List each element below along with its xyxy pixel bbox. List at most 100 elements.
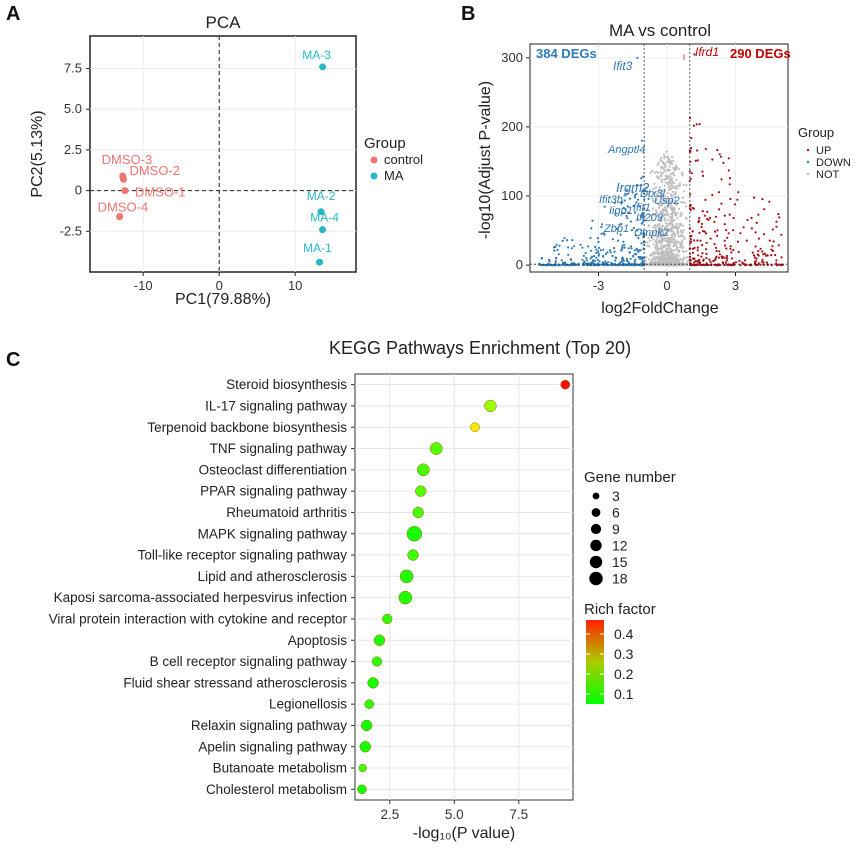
volcano-up-point — [689, 208, 692, 212]
volcano-up-point — [716, 149, 719, 152]
volcano-down-point — [624, 263, 627, 266]
volcano-up-point — [732, 229, 735, 232]
volcano-down-point — [553, 249, 556, 252]
volcano-not-point — [678, 182, 682, 185]
pca-label-dmso-2: DMSO-2 — [129, 163, 180, 178]
pathway-label-apoptosis: Apoptosis — [288, 633, 348, 648]
volcano-up-point — [705, 241, 708, 244]
volcano-not-point — [669, 173, 672, 176]
volcano-not-point — [676, 240, 679, 243]
kegg-x-tick-label: 7.5 — [509, 807, 528, 822]
size-legend-label-18: 18 — [612, 571, 628, 587]
gene-label-iigp1: Iigp1 — [609, 205, 633, 217]
volcano-not-point — [669, 257, 672, 260]
volcano-up-point — [739, 232, 742, 235]
volcano-down-point — [623, 199, 626, 202]
volcano-not-point — [670, 178, 673, 181]
volcano-not-point — [673, 196, 676, 199]
pca-x-tick-label: 0 — [216, 278, 223, 293]
volcano-up-point — [729, 247, 732, 250]
volcano-up-point — [728, 177, 732, 180]
volcano-down-point — [547, 258, 551, 261]
volcano-not-point — [676, 216, 679, 220]
volcano-down-point — [563, 261, 567, 264]
volcano-not-point — [651, 261, 654, 264]
volcano-down-point — [629, 257, 632, 260]
size-legend-label-12: 12 — [612, 538, 628, 554]
pathway-dot-tnf-signaling-pathway — [429, 442, 443, 455]
volcano-not-point — [651, 169, 654, 173]
volcano-not-point — [666, 160, 669, 163]
volcano-down-point — [640, 177, 643, 180]
kegg-x-tick-label: 2.5 — [380, 807, 399, 822]
volcano-not-point — [666, 204, 670, 207]
volcano-down-point — [612, 246, 616, 250]
volcano-down-point — [591, 219, 594, 222]
panel-letter-a: A — [6, 3, 20, 25]
volcano-not-point — [672, 252, 675, 255]
volcano-up-point — [775, 220, 778, 223]
volcano-not-point — [676, 187, 679, 190]
volcano-gene-point-ifit3b — [633, 196, 637, 199]
volcano-not-point — [668, 180, 672, 183]
volcano-y-tick-label: 300 — [501, 50, 523, 65]
pathway-dot-relaxin-signaling-pathway — [360, 719, 373, 732]
volcano-up-point — [698, 123, 701, 126]
volcano-not-point — [653, 252, 656, 255]
volcano-not-point — [647, 264, 650, 267]
volcano-not-point — [659, 211, 662, 214]
volcano-down-point — [635, 201, 638, 204]
volcano-up-point — [695, 123, 698, 126]
volcano-not-point — [662, 258, 665, 261]
volcano-not-point — [670, 183, 674, 186]
pca-point-dmso-4 — [116, 213, 124, 221]
volcano-not-point — [664, 200, 667, 203]
volcano-down-point — [636, 198, 640, 201]
volcano-not-point — [656, 193, 659, 196]
volcano-down-point — [614, 212, 617, 215]
volcano-not-point — [652, 188, 655, 191]
volcano-not-point — [663, 217, 666, 220]
color-legend-title: Rich factor — [584, 601, 656, 618]
legend-down-swatch — [806, 160, 810, 164]
volcano-not-point — [672, 230, 675, 233]
pathway-label-tnf-signaling-pathway: TNF signaling pathway — [210, 441, 348, 456]
legend-ma-label: MA — [384, 168, 404, 183]
volcano-not-point — [673, 238, 676, 242]
volcano-up-point — [770, 254, 773, 257]
volcano-up-point — [768, 239, 771, 242]
legend-up-label: UP — [816, 145, 831, 157]
volcano-down-point — [571, 239, 574, 242]
volcano-down-point — [556, 248, 559, 252]
volcano-up-point — [743, 263, 746, 266]
volcano-not-point — [659, 170, 662, 173]
volcano-not-point — [655, 186, 658, 189]
volcano-not-point — [647, 237, 650, 240]
volcano-down-point — [625, 214, 628, 218]
volcano-not-point — [669, 187, 672, 190]
volcano-not-point — [657, 255, 660, 258]
volcano-not-point — [670, 222, 673, 225]
volcano-up-point — [691, 257, 695, 260]
colorbar-label-0.3: 0.3 — [614, 646, 634, 662]
volcano-not-point — [685, 184, 688, 187]
volcano-legend: Group UP DOWN NOT — [798, 125, 851, 181]
volcano-down-point — [614, 259, 617, 262]
volcano-not-point — [663, 178, 666, 181]
volcano-down-point — [581, 246, 584, 249]
volcano-down-point — [584, 252, 587, 255]
volcano-not-point — [644, 259, 647, 262]
volcano-down-point — [632, 254, 635, 257]
volcano-not-point — [661, 193, 665, 196]
volcano-down-point — [633, 249, 636, 252]
volcano-down-point — [600, 223, 604, 226]
volcano-down-point — [587, 245, 590, 248]
volcano-down-point — [623, 246, 626, 249]
volcano-up-point — [729, 197, 732, 201]
volcano-not-point — [659, 230, 662, 233]
volcano-up-point — [720, 178, 723, 181]
pca-y-tick-label: 0 — [75, 183, 82, 198]
volcano-not-point — [655, 170, 658, 173]
